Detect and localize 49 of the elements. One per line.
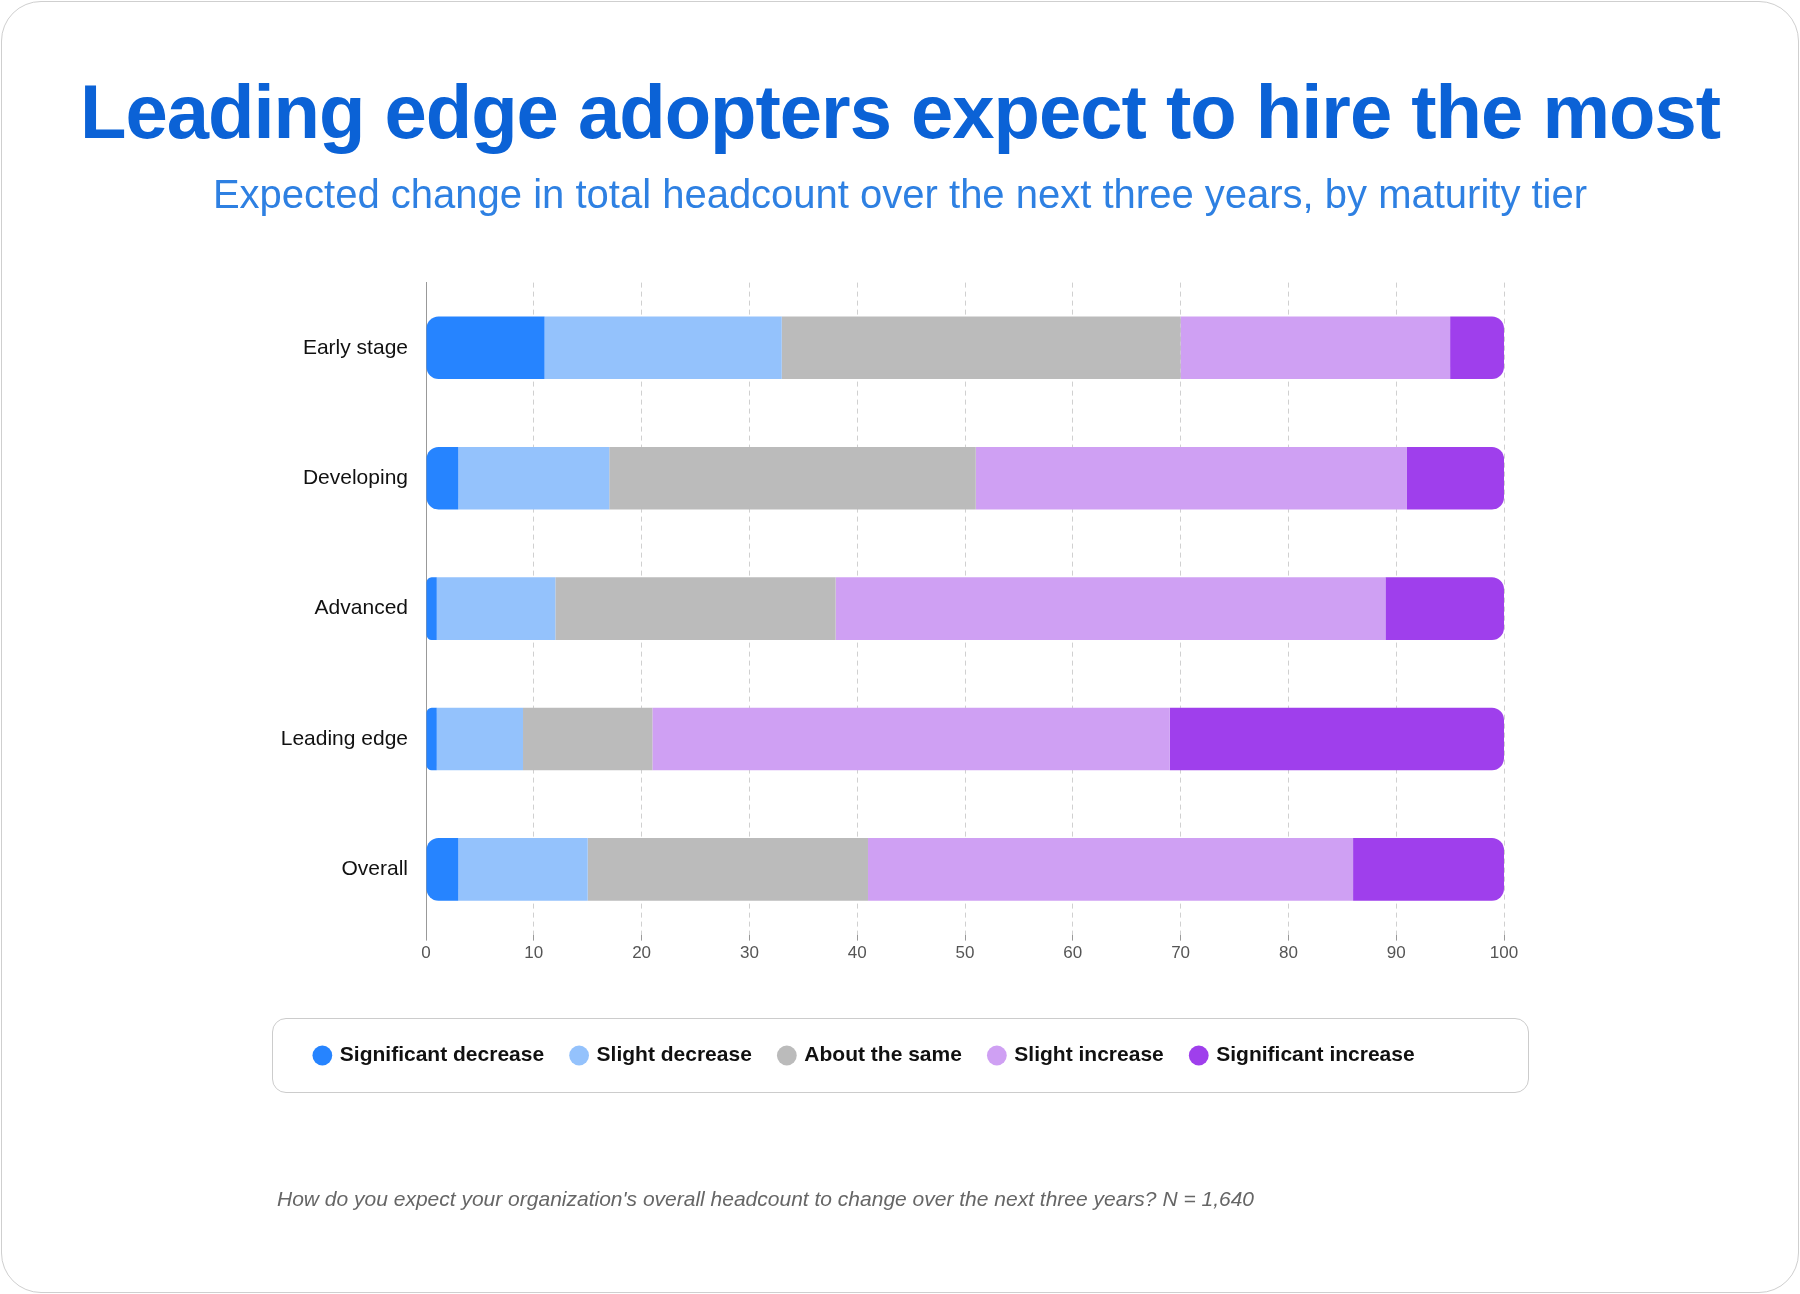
legend-label: Slight increase [1014,1042,1164,1066]
bar [1385,577,1504,640]
y-tick-label: Early stage [302,334,408,358]
x-tick-label: 90 [1386,943,1406,963]
x-tick-label: 20 [632,943,652,963]
chart-subtitle: Expected change in total headcount over the next three years, by maturity tier [211,172,1589,217]
x-tick-label: 10 [524,943,544,963]
bar [975,446,1407,510]
bar [587,838,868,901]
bar [867,838,1354,901]
x-tick-label: 50 [955,943,975,963]
bar [426,316,545,380]
bar [426,707,437,771]
bar [458,446,610,510]
legend-label: Significant increase [1216,1042,1415,1066]
bar [426,838,459,901]
x-tick-label: 100 [1489,943,1519,963]
bar [652,707,1170,771]
legend-label: About the same [804,1042,962,1066]
bar [426,577,437,640]
bar [523,707,653,771]
bar [544,316,782,380]
bar [1353,838,1504,901]
x-tick-label: 0 [421,943,431,963]
y-tick-label: Leading edge [280,725,408,749]
legend-label: Slight decrease [596,1042,752,1066]
y-tick-label: Developing [302,465,408,488]
y-tick-label: Overall [341,856,408,880]
bar [1169,707,1504,771]
bar [436,707,524,771]
bar [458,838,588,901]
bar [436,577,556,640]
bar [1450,316,1504,380]
x-tick-label: 60 [1063,943,1083,963]
y-tick-label: Advanced [314,595,408,619]
bar [609,446,976,510]
chart-title: Leading edge adopters expect to hire the most [79,68,1721,155]
bar [781,316,1181,380]
text: How do you expect your organization's overall headcount to change over the next three years? N = 1,640 [277,1187,1255,1211]
legend-label: Significant decrease [339,1042,545,1066]
bar [426,446,459,510]
x-tick-label: 40 [847,943,867,963]
bar [1180,316,1451,380]
bar [835,577,1386,640]
bar [1406,446,1504,510]
x-tick-label: 30 [739,943,759,963]
bar [555,577,836,640]
x-tick-label: 70 [1171,943,1191,963]
x-tick-label: 80 [1278,943,1298,963]
